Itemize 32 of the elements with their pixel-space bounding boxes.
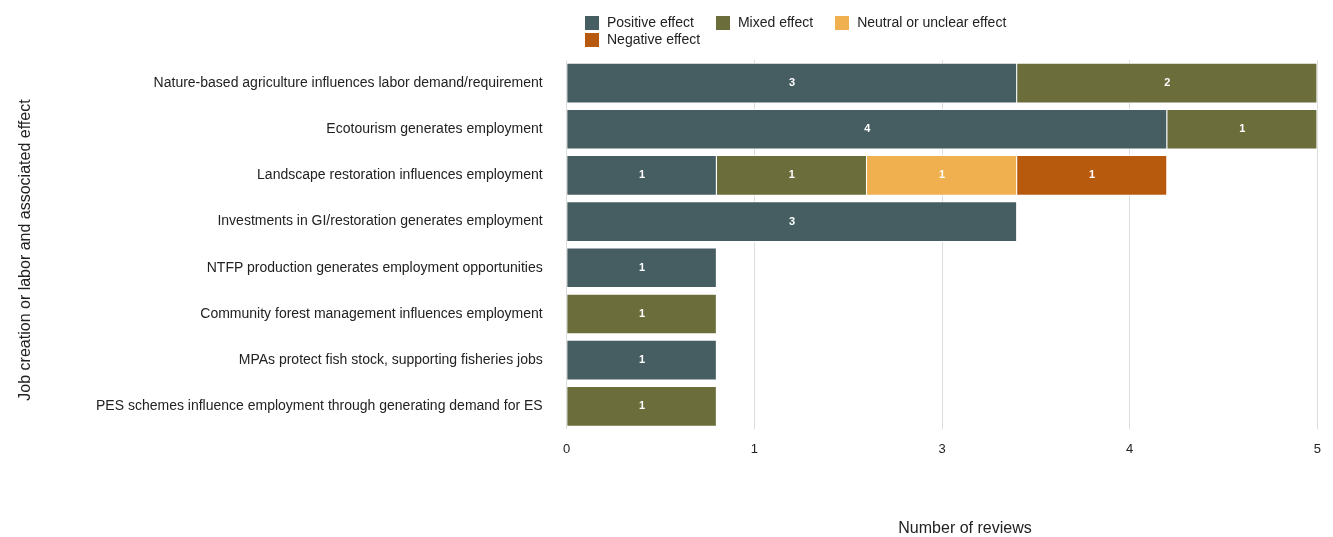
x-tick-label: 1	[750, 440, 758, 456]
x-axis-title: Number of reviews	[897, 519, 1033, 537]
data-label: 3	[789, 214, 796, 227]
legend-label: Mixed effect	[737, 14, 814, 31]
y-tick-label: Investments in GI/restoration generates employment	[217, 212, 543, 229]
data-label: 3	[789, 76, 796, 89]
data-label: 1	[1239, 122, 1246, 135]
legend-label: Negative effect	[607, 31, 701, 48]
data-label: 1	[788, 168, 795, 181]
y-tick-label: Landscape restoration influences employment	[257, 166, 543, 183]
data-label: 1	[1089, 168, 1096, 181]
data-label: 1	[638, 306, 646, 319]
data-label: 1	[638, 260, 646, 273]
y-tick-label: NTFP production generates employment opportunities	[206, 258, 543, 275]
y-axis-title: Job creation or labor and associated effect	[16, 98, 34, 403]
data-label: 2	[1164, 76, 1171, 89]
data-label: 1	[638, 168, 646, 181]
data-label: 1	[938, 168, 946, 181]
data-label: 1	[638, 353, 646, 366]
y-tick-label: PES schemes influence employment through generating demand for ES	[96, 397, 543, 414]
y-tick-label: Ecotourism generates employment	[326, 120, 543, 137]
y-tick-label: MPAs protect fish stock, supporting fisheries jobs	[238, 351, 543, 367]
y-tick-label: Community forest management influences employment	[200, 304, 543, 321]
legend-label: Neutral or unclear effect	[857, 14, 1007, 31]
data-label: 1	[638, 399, 646, 412]
legend-label: Positive effect	[607, 14, 694, 31]
x-tick-label: 0	[563, 440, 571, 456]
x-tick-label: 5	[1313, 440, 1321, 456]
x-tick-label: 3	[938, 440, 946, 456]
data-label: 4	[864, 122, 872, 135]
y-tick-label: Nature-based agriculture influences labor demand/requirement	[153, 73, 543, 90]
x-tick-label: 4	[1126, 440, 1134, 456]
